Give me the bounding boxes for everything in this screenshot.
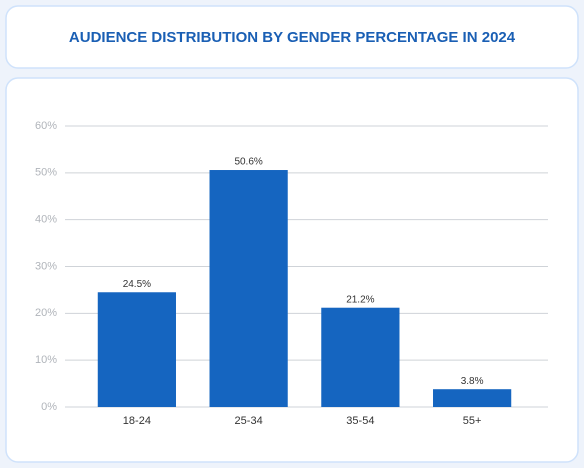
x-tick-label: 18-24 [123, 415, 151, 427]
bar [209, 170, 288, 407]
y-tick-label: 60% [35, 120, 57, 132]
value-label: 50.6% [234, 157, 262, 168]
chart-title: AUDIENCE DISTRIBUTION BY GENDER PERCENTA… [69, 29, 516, 46]
title-card [5, 5, 579, 69]
bar [433, 389, 512, 407]
value-label: 21.2% [346, 294, 374, 305]
y-tick-label: 50% [35, 167, 57, 179]
y-tick-label: 20% [35, 307, 57, 319]
bar [321, 307, 400, 407]
y-tick-label: 10% [35, 354, 57, 366]
x-tick-label: 35-54 [346, 415, 374, 427]
y-tick-label: 0% [41, 401, 57, 413]
y-tick-label: 30% [35, 260, 57, 272]
value-label: 24.5% [123, 279, 151, 290]
y-tick-label: 40% [35, 214, 57, 226]
x-tick-label: 25-34 [235, 415, 263, 427]
value-label: 3.8% [461, 376, 484, 387]
x-tick-label: 55+ [463, 415, 482, 427]
bar [97, 292, 176, 407]
